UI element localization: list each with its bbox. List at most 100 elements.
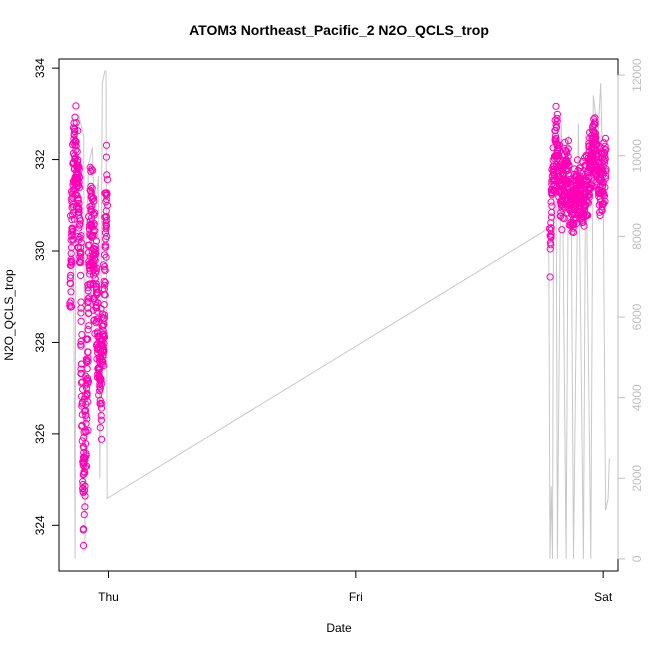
data-point — [600, 139, 608, 147]
data-point — [77, 244, 85, 252]
data-point — [553, 155, 562, 163]
data-point — [101, 265, 109, 273]
data-point — [103, 191, 111, 199]
data-point — [572, 219, 581, 228]
data-point — [564, 152, 572, 161]
data-point — [74, 232, 82, 240]
data-point — [547, 198, 555, 206]
data-point — [84, 348, 92, 356]
y-tick-label: 328 — [33, 332, 47, 352]
data-point — [97, 375, 105, 383]
data-point — [91, 209, 99, 217]
data-point — [88, 165, 96, 173]
data-point — [101, 333, 109, 341]
data-point — [83, 374, 92, 382]
data-point — [558, 201, 566, 209]
n2o-points — [66, 102, 610, 550]
data-point — [548, 208, 556, 216]
data-point — [75, 199, 83, 207]
data-point — [97, 412, 105, 420]
data-point — [78, 331, 86, 339]
data-point — [92, 245, 100, 253]
data-point — [101, 281, 109, 289]
data-point — [601, 183, 609, 191]
data-point — [599, 178, 608, 186]
y-axis: 324 326 328 330 332 334 — [33, 58, 59, 535]
data-point — [102, 141, 111, 149]
data-point — [100, 348, 108, 356]
data-point — [560, 215, 568, 223]
data-point — [101, 311, 109, 319]
data-point — [84, 326, 92, 334]
data-point — [601, 134, 610, 142]
data-point — [552, 102, 560, 110]
data-point — [579, 210, 588, 218]
data-point — [77, 340, 85, 349]
data-point — [103, 232, 111, 241]
data-point — [83, 376, 92, 385]
data-point — [84, 335, 92, 343]
data-point — [563, 149, 571, 157]
data-point — [77, 258, 85, 266]
y2-tick-label: 10000 — [630, 139, 644, 173]
data-point — [71, 113, 79, 121]
data-point — [547, 219, 555, 227]
data-point — [82, 452, 90, 460]
data-point — [95, 373, 104, 381]
x-axis-label: Date — [326, 621, 352, 635]
data-point — [67, 259, 76, 267]
data-point — [90, 220, 98, 228]
data-point — [591, 120, 599, 129]
data-point — [89, 166, 97, 174]
data-point — [82, 462, 91, 470]
data-point — [567, 210, 576, 218]
data-point — [600, 156, 608, 164]
data-point — [553, 114, 561, 122]
data-point — [91, 275, 99, 283]
data-point — [72, 102, 80, 110]
data-point — [69, 227, 77, 235]
data-point — [89, 194, 98, 202]
data-point — [73, 148, 81, 156]
data-point — [88, 195, 96, 203]
data-point — [580, 222, 588, 230]
y2-axis: 0 2000 4000 6000 8000 10000 12000 — [617, 58, 644, 562]
data-point — [588, 181, 596, 189]
data-point — [92, 250, 100, 258]
data-point — [84, 426, 92, 434]
data-point — [593, 140, 601, 148]
data-point — [600, 192, 609, 200]
data-point — [76, 183, 84, 191]
data-point — [79, 525, 88, 533]
data-point — [75, 163, 83, 171]
y2-tick-label: 8000 — [630, 223, 644, 250]
data-point — [84, 357, 92, 365]
data-point — [81, 492, 89, 500]
data-point — [71, 127, 79, 135]
y-tick-label: 334 — [33, 58, 47, 78]
data-point — [601, 174, 610, 182]
data-point — [547, 213, 556, 221]
data-point — [87, 182, 95, 190]
data-point — [553, 117, 561, 125]
data-point — [103, 216, 111, 225]
data-point — [103, 171, 111, 179]
data-point — [72, 119, 80, 127]
data-point — [82, 376, 91, 384]
data-point — [71, 141, 79, 149]
data-point — [91, 249, 99, 257]
data-point — [82, 419, 90, 428]
data-point — [99, 358, 107, 366]
data-point — [569, 224, 577, 232]
data-point — [83, 365, 91, 373]
plot-area: 324 326 328 330 332 334 0 2000 4000 6000 8000 10000… — [33, 58, 644, 604]
data-point — [94, 299, 102, 307]
data-point — [583, 173, 591, 181]
data-point — [546, 232, 554, 240]
data-point — [101, 241, 110, 249]
data-point — [547, 232, 555, 241]
data-point — [601, 155, 609, 163]
data-point — [101, 278, 109, 286]
data-point — [91, 242, 99, 250]
